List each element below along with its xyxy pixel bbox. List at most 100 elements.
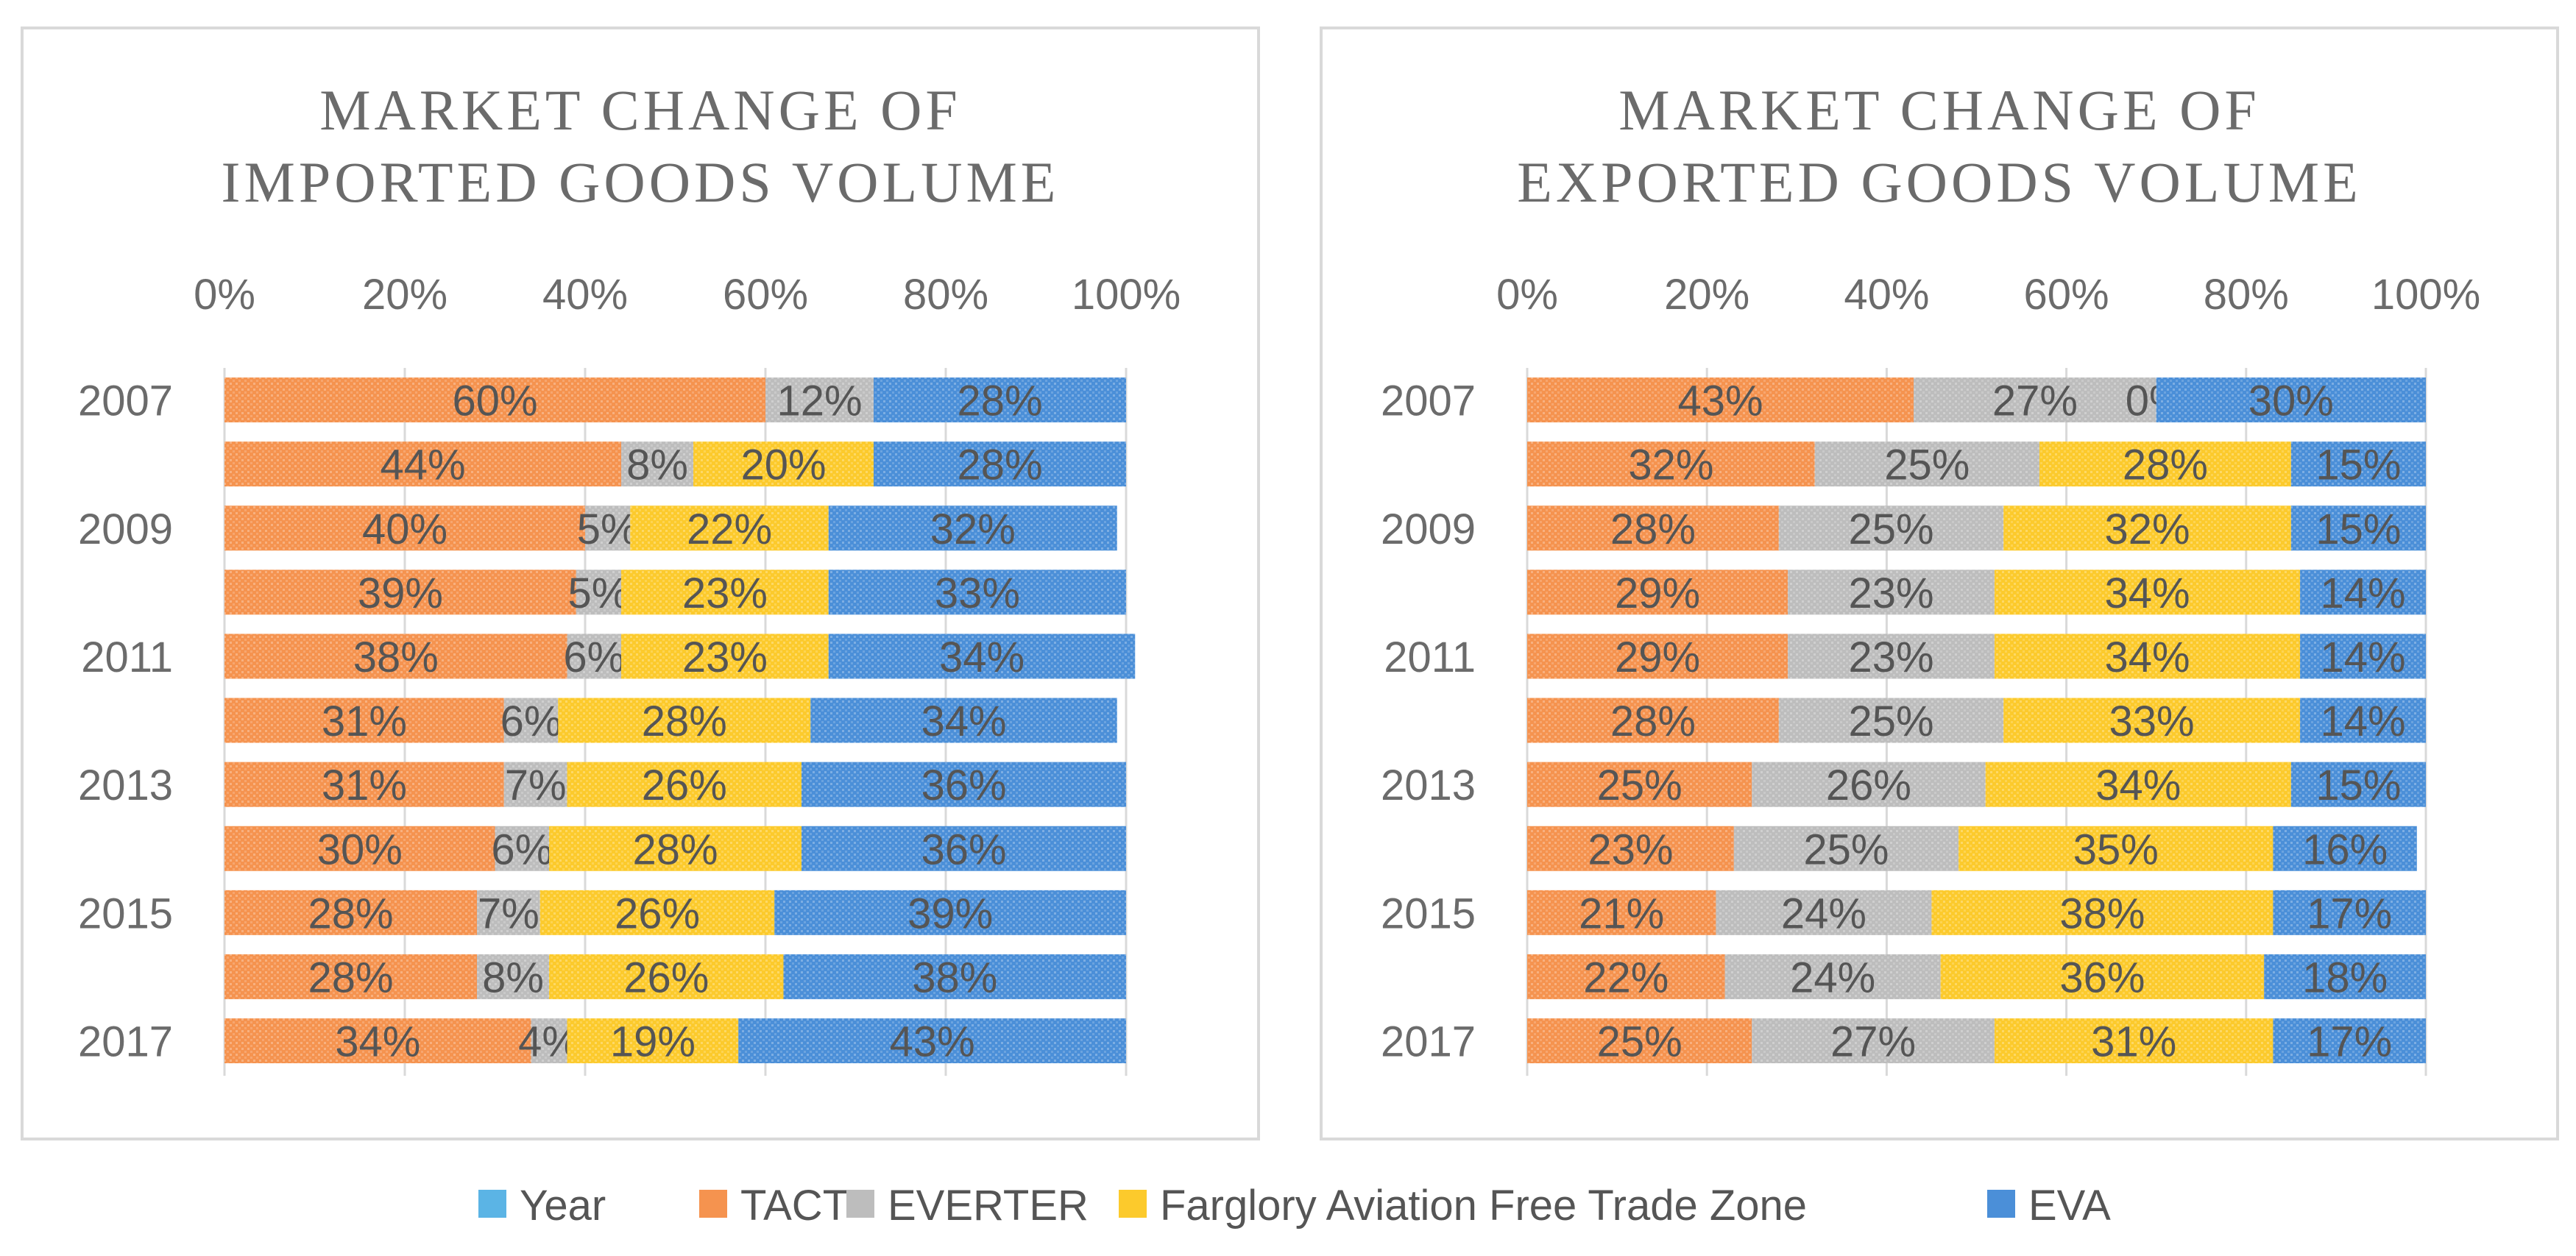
bar-texture bbox=[576, 570, 621, 615]
bar-texture bbox=[2273, 890, 2426, 935]
bar-texture bbox=[802, 826, 1126, 871]
data-label: 12% bbox=[776, 377, 862, 425]
bar-texture bbox=[2300, 570, 2426, 615]
chart-panel-imports: MARKET CHANGE OF IMPORTED GOODS VOLUME 0% 2… bbox=[21, 26, 1260, 1140]
data-label: 33% bbox=[2109, 698, 2195, 745]
bar-texture bbox=[1778, 505, 2004, 551]
data-label: 28% bbox=[642, 698, 727, 745]
data-label: 33% bbox=[935, 570, 1020, 617]
data-label: 32% bbox=[930, 505, 1016, 553]
data-label: 14% bbox=[2320, 570, 2405, 617]
bar-texture bbox=[2039, 441, 2291, 487]
bar-texture bbox=[224, 698, 504, 743]
data-label: 34% bbox=[2104, 634, 2190, 681]
bar-texture bbox=[1914, 377, 2156, 423]
data-label: 39% bbox=[358, 570, 443, 617]
data-label: 20% bbox=[740, 441, 826, 489]
data-label: 25% bbox=[1884, 441, 1970, 489]
data-label: 23% bbox=[1848, 570, 1933, 617]
bar-texture bbox=[1527, 954, 1725, 999]
data-label: 24% bbox=[1790, 954, 1875, 1001]
bar-texture bbox=[1724, 954, 1941, 999]
chart-title-line: IMPORTED GOODS VOLUME bbox=[222, 150, 1060, 214]
bar-texture bbox=[1788, 570, 1995, 615]
data-label: 25% bbox=[1803, 826, 1889, 873]
bar-texture bbox=[874, 441, 1126, 487]
data-label: 31% bbox=[2091, 1018, 2176, 1066]
data-label: 28% bbox=[632, 826, 718, 873]
data-label: 34% bbox=[921, 698, 1006, 745]
data-label: 8% bbox=[626, 441, 688, 489]
bar-texture bbox=[1716, 890, 1932, 935]
data-label: 15% bbox=[2315, 505, 2401, 553]
bar-texture bbox=[621, 634, 829, 679]
y-category-label: 2013 bbox=[78, 762, 173, 809]
data-label: 7% bbox=[505, 762, 567, 809]
data-label: 17% bbox=[2307, 890, 2392, 937]
data-label: 5% bbox=[577, 505, 639, 553]
data-label: 34% bbox=[2095, 762, 2181, 809]
data-label: 25% bbox=[1597, 1018, 1682, 1066]
bar-texture bbox=[1752, 1018, 1995, 1064]
data-label: 39% bbox=[907, 890, 993, 937]
y-category-label: 2007 bbox=[78, 377, 173, 425]
data-label: 43% bbox=[890, 1018, 975, 1066]
data-label: 28% bbox=[2123, 441, 2208, 489]
bar-texture bbox=[224, 505, 585, 551]
bar-texture bbox=[1527, 698, 1779, 743]
data-label: 22% bbox=[687, 505, 772, 553]
bar-texture bbox=[1733, 826, 1959, 871]
bar-texture bbox=[810, 698, 1117, 743]
data-label: 14% bbox=[2320, 698, 2405, 745]
bar-texture bbox=[1527, 634, 1788, 679]
bar-texture bbox=[477, 890, 540, 935]
bar-texture bbox=[2300, 634, 2426, 679]
data-label: 29% bbox=[1615, 570, 1700, 617]
bar-texture bbox=[224, 377, 765, 423]
data-label: 36% bbox=[921, 762, 1006, 809]
bar-texture bbox=[495, 826, 549, 871]
data-label: 7% bbox=[478, 890, 539, 937]
data-label: 44% bbox=[380, 441, 465, 489]
bar-texture bbox=[1527, 377, 1914, 423]
data-label: 30% bbox=[317, 826, 403, 873]
bar-texture bbox=[558, 698, 811, 743]
bar-texture bbox=[1994, 1018, 2274, 1064]
data-label: 34% bbox=[335, 1018, 420, 1066]
data-label: 6% bbox=[500, 698, 562, 745]
data-label: 28% bbox=[957, 377, 1042, 425]
bar-texture bbox=[224, 1018, 531, 1064]
bar-texture bbox=[2003, 698, 2301, 743]
data-label: 36% bbox=[2059, 954, 2145, 1001]
data-label: 27% bbox=[1830, 1018, 1916, 1066]
bar-texture bbox=[1814, 441, 2039, 487]
data-label: 32% bbox=[1628, 441, 1713, 489]
legend: Year TACT EVERTER Farglory Aviation Free Tr… bbox=[478, 1182, 2111, 1230]
y-category-label: 2011 bbox=[1384, 634, 1476, 681]
bar-texture bbox=[477, 954, 549, 999]
y-category-label: 2015 bbox=[1381, 890, 1476, 937]
bar-texture bbox=[224, 634, 567, 679]
bar-texture bbox=[224, 826, 495, 871]
bar-texture bbox=[1527, 1018, 1752, 1064]
legend-label-year: Year bbox=[520, 1182, 606, 1230]
bar-texture bbox=[1527, 505, 1779, 551]
data-label: 28% bbox=[308, 954, 393, 1001]
legend-label-tact: TACT bbox=[740, 1182, 849, 1230]
data-label: 40% bbox=[362, 505, 447, 553]
bar-texture bbox=[549, 954, 784, 999]
data-label: 32% bbox=[2104, 505, 2190, 553]
bar-texture bbox=[1788, 634, 1995, 679]
y-category-label: 2011 bbox=[81, 634, 173, 681]
legend-label-everter: EVERTER bbox=[888, 1182, 1089, 1230]
data-label: 34% bbox=[939, 634, 1025, 681]
data-label: 23% bbox=[682, 634, 768, 681]
bar-texture bbox=[1527, 826, 1734, 871]
data-label: 26% bbox=[615, 890, 700, 937]
data-label: 23% bbox=[1588, 826, 1673, 873]
bar-texture bbox=[503, 698, 559, 743]
x-tick-label: 80% bbox=[2204, 271, 2289, 319]
bar-texture bbox=[567, 762, 802, 807]
